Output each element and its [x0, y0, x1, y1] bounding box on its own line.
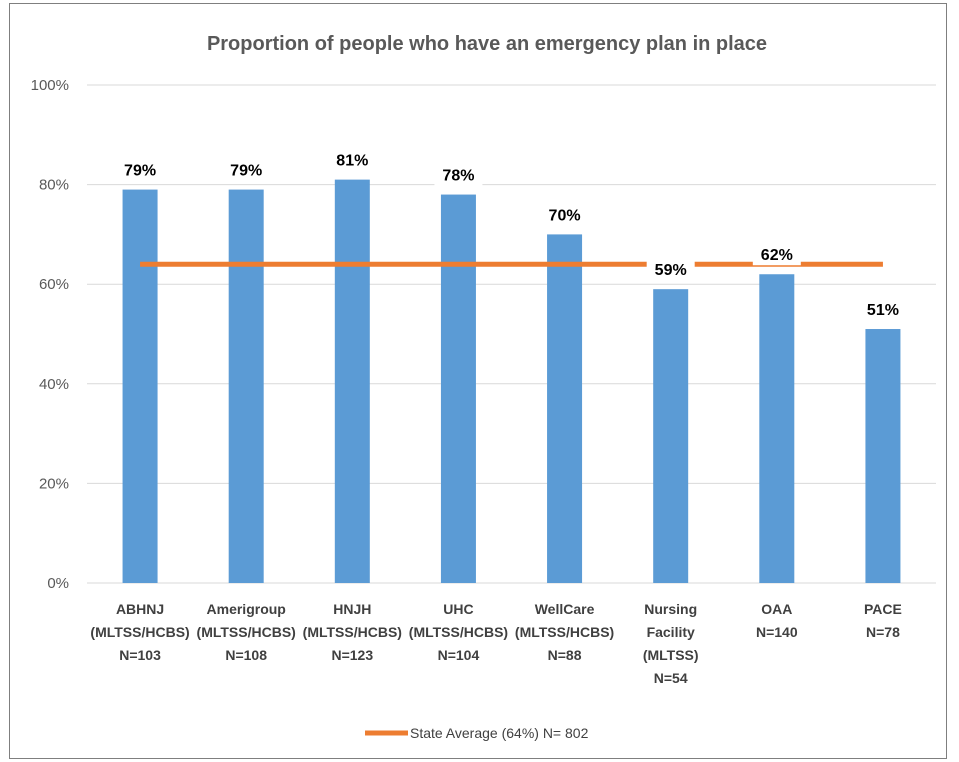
data-label: 70%	[549, 207, 581, 224]
bar	[122, 189, 158, 583]
data-label-bg	[328, 149, 377, 171]
data-label-bg	[540, 204, 589, 226]
y-tick-label: 20%	[39, 475, 69, 492]
data-label: 79%	[230, 163, 262, 180]
data-label: 51%	[867, 302, 899, 319]
data-label-bg	[646, 259, 695, 281]
bar	[653, 289, 689, 583]
data-label-bg	[116, 159, 165, 181]
x-tick-label: OAA N=140	[756, 601, 798, 640]
data-label-bg	[858, 299, 907, 321]
chart-title: Proportion of people who have an emergen…	[207, 33, 767, 55]
x-tick-label: Nursing Facility (MLTSS) N=54	[643, 601, 699, 686]
x-tick-label: Amerigroup (MLTSS/HCBS) N=108	[197, 601, 296, 663]
data-label: 78%	[442, 168, 474, 185]
data-label-bg	[434, 164, 483, 186]
data-label-bg	[752, 244, 801, 266]
y-tick-label: 60%	[39, 276, 69, 293]
bar	[228, 189, 264, 583]
y-tick-label: 40%	[39, 376, 69, 393]
bar	[759, 274, 795, 583]
legend-label: State Average (64%) N= 802	[410, 725, 589, 741]
x-tick-label: ABHNJ (MLTSS/HCBS) N=103	[90, 601, 189, 663]
data-label: 59%	[655, 262, 687, 279]
bar	[547, 234, 583, 583]
y-tick-label: 100%	[31, 77, 69, 94]
data-label: 79%	[124, 163, 156, 180]
y-tick-label: 80%	[39, 177, 69, 194]
bar	[440, 194, 476, 583]
x-tick-label: UHC (MLTSS/HCBS) N=104	[409, 601, 508, 663]
data-label-bg	[222, 159, 271, 181]
bar	[865, 329, 901, 583]
x-tick-label: WellCare (MLTSS/HCBS) N=88	[515, 601, 614, 663]
data-label: 81%	[336, 153, 368, 170]
y-tick-label: 0%	[47, 575, 69, 592]
x-tick-label: HNJH (MLTSS/HCBS) N=123	[303, 601, 402, 663]
x-tick-label: PACE N=78	[864, 601, 902, 640]
bar	[334, 179, 370, 583]
data-label: 62%	[761, 247, 793, 264]
